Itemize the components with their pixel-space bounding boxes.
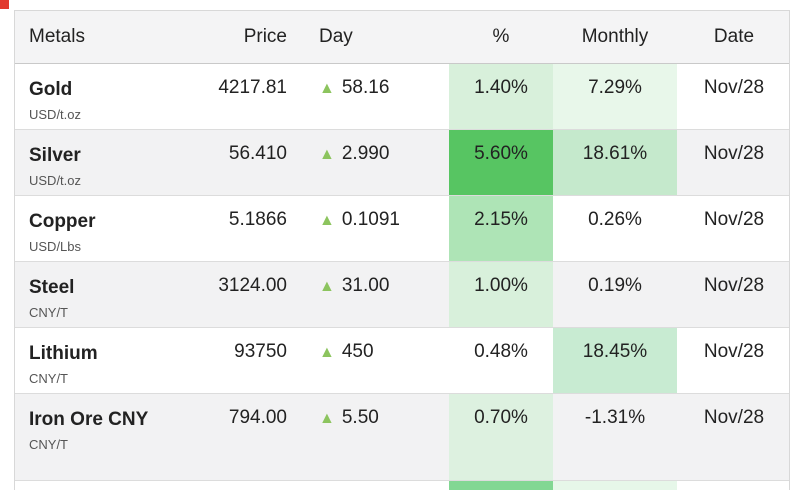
monthly-cell <box>553 480 677 490</box>
table-row-lithium[interactable]: Lithium CNY/T 93750 ▲ 450 0.48% 18.45% No… <box>15 327 789 393</box>
metal-cell: Gold USD/t.oz <box>15 63 205 129</box>
percent-cell: 1.40% <box>449 63 553 129</box>
metal-name-link[interactable]: Gold <box>29 78 73 100</box>
up-arrow-icon: ▲ <box>319 343 335 361</box>
day-cell: ▲ 5.50 <box>305 393 449 480</box>
date-cell: Nov/28 <box>703 76 765 98</box>
percent-cell <box>449 480 553 490</box>
metal-cell: Iron Ore CNY CNY/T <box>15 393 205 480</box>
metal-name-link[interactable]: Silver <box>29 144 81 166</box>
date-cell: Nov/28 <box>703 274 765 296</box>
metals-price-table: Metals Price Day % Monthly Date Gold USD… <box>14 10 790 490</box>
price-cell: 794.00 <box>228 406 287 428</box>
table-row-steel[interactable]: Steel CNY/T 3124.00 ▲ 31.00 1.00% 0.19% N… <box>15 261 789 327</box>
date-cell <box>677 480 789 490</box>
table-row-clipped <box>15 480 789 490</box>
percent-cell: 1.00% <box>449 261 553 327</box>
header-percent[interactable]: % <box>449 11 553 64</box>
metal-unit: CNY/T <box>29 370 68 386</box>
price-cell <box>205 480 305 490</box>
metal-unit: USD/t.oz <box>29 106 82 122</box>
metal-unit: CNY/T <box>29 436 68 452</box>
price-cell: 93750 <box>234 340 287 362</box>
metal-name-link[interactable]: Lithium <box>29 342 98 364</box>
up-arrow-icon: ▲ <box>319 409 335 427</box>
monthly-cell: -1.31% <box>584 406 646 428</box>
metal-name-link[interactable]: Copper <box>29 210 96 232</box>
metal-cell: Silver USD/t.oz <box>15 129 205 195</box>
header-row: Metals Price Day % Monthly Date <box>15 11 789 64</box>
metal-unit: USD/t.oz <box>29 172 82 188</box>
monthly-cell: 18.45% <box>553 327 677 393</box>
date-cell: Nov/28 <box>703 142 765 164</box>
metal-cell <box>15 480 205 490</box>
date-cell: Nov/28 <box>703 208 765 230</box>
price-cell: 56.410 <box>228 142 287 164</box>
monthly-cell: 18.61% <box>553 129 677 195</box>
price-cell: 3124.00 <box>218 274 287 296</box>
header-monthly[interactable]: Monthly <box>553 11 677 64</box>
day-cell <box>305 480 449 490</box>
table-row-silver[interactable]: Silver USD/t.oz 56.410 ▲ 2.990 5.60% 18.6… <box>15 129 789 195</box>
date-cell: Nov/28 <box>703 406 765 428</box>
day-change-value: 450 <box>341 340 374 362</box>
table-body: Gold USD/t.oz 4217.81 ▲ 58.16 1.40% 7.29%… <box>15 63 789 490</box>
up-arrow-icon: ▲ <box>319 145 335 163</box>
monthly-cell: 0.19% <box>588 274 642 296</box>
table-header: Metals Price Day % Monthly Date <box>15 11 789 64</box>
up-arrow-icon: ▲ <box>319 79 335 97</box>
day-cell: ▲ 0.1091 <box>305 195 449 261</box>
header-metals[interactable]: Metals <box>15 11 205 64</box>
header-price[interactable]: Price <box>205 11 305 64</box>
percent-cell: 5.60% <box>449 129 553 195</box>
table-row-iron-ore-cny[interactable]: Iron Ore CNY CNY/T 794.00 ▲ 5.50 0.70% -1… <box>15 393 789 480</box>
metal-cell: Copper USD/Lbs <box>15 195 205 261</box>
metal-name-link[interactable]: Steel <box>29 276 75 298</box>
percent-cell: 2.15% <box>449 195 553 261</box>
header-date[interactable]: Date <box>677 11 789 64</box>
up-arrow-icon: ▲ <box>319 211 335 229</box>
table-row-copper[interactable]: Copper USD/Lbs 5.1866 ▲ 0.1091 2.15% 0.26… <box>15 195 789 261</box>
day-change-value: 2.990 <box>341 142 390 164</box>
price-cell: 5.1866 <box>228 208 287 230</box>
metal-unit: USD/Lbs <box>29 238 82 254</box>
day-change-value: 0.1091 <box>341 208 400 230</box>
monthly-cell: 0.26% <box>588 208 642 230</box>
metal-name-link[interactable]: Iron Ore CNY <box>29 408 149 430</box>
monthly-cell: 7.29% <box>553 63 677 129</box>
day-cell: ▲ 450 <box>305 327 449 393</box>
date-cell: Nov/28 <box>703 340 765 362</box>
header-day[interactable]: Day <box>305 11 449 64</box>
day-cell: ▲ 31.00 <box>305 261 449 327</box>
day-cell: ▲ 2.990 <box>305 129 449 195</box>
day-change-value: 5.50 <box>341 406 379 428</box>
day-change-value: 31.00 <box>341 274 390 296</box>
price-cell: 4217.81 <box>218 76 287 98</box>
percent-cell: 0.70% <box>449 393 553 480</box>
percent-cell: 0.48% <box>474 340 528 362</box>
screen-marker <box>0 0 9 9</box>
up-arrow-icon: ▲ <box>319 277 335 295</box>
metal-unit: CNY/T <box>29 304 68 320</box>
table-row-gold[interactable]: Gold USD/t.oz 4217.81 ▲ 58.16 1.40% 7.29%… <box>15 63 789 129</box>
metal-cell: Steel CNY/T <box>15 261 205 327</box>
metal-cell: Lithium CNY/T <box>15 327 205 393</box>
day-change-value: 58.16 <box>341 76 390 98</box>
metals-table: Metals Price Day % Monthly Date Gold USD… <box>15 11 789 490</box>
day-cell: ▲ 58.16 <box>305 63 449 129</box>
